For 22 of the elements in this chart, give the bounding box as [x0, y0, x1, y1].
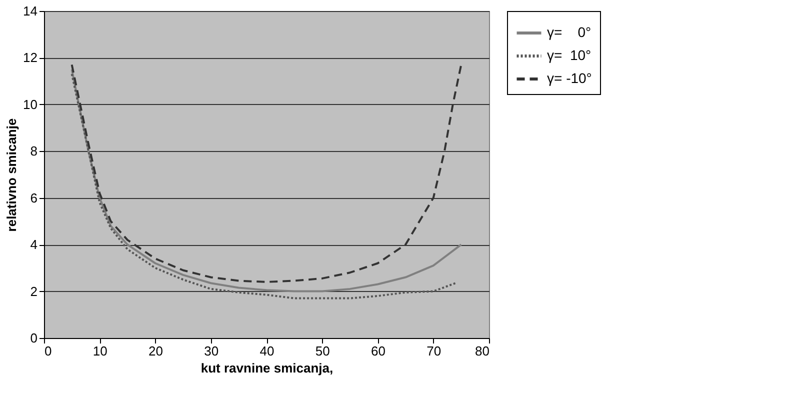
y-tick-label: 14 [23, 4, 38, 18]
legend-label: γ= -10° [547, 70, 592, 86]
x-tick-label: 40 [260, 344, 274, 358]
x-tick-label: 60 [371, 344, 386, 358]
y-tick-label: 2 [30, 284, 38, 299]
x-tick-label: 0 [44, 344, 52, 358]
x-tick-label: 10 [92, 344, 108, 358]
y-tick-label: 4 [30, 237, 38, 252]
y-tick-label: 12 [23, 50, 38, 66]
legend-label: γ= 0° [547, 24, 592, 40]
x-axis-title: kut ravnine smicanja, [200, 360, 334, 376]
x-tick-label: 80 [475, 344, 490, 358]
x-tick-label: 70 [426, 344, 442, 358]
x-tick-label: 50 [315, 344, 330, 358]
y-tick-label: 8 [30, 144, 38, 159]
y-tick-label: 6 [30, 190, 38, 206]
y-axis-title: relativno smicanje [4, 118, 20, 232]
y-tick-label: 10 [23, 96, 38, 112]
y-tick-label: 0 [30, 330, 38, 346]
legend-label: γ= 10° [547, 47, 592, 63]
x-tick-label: 30 [204, 344, 219, 358]
x-tick-label: 20 [148, 344, 163, 358]
